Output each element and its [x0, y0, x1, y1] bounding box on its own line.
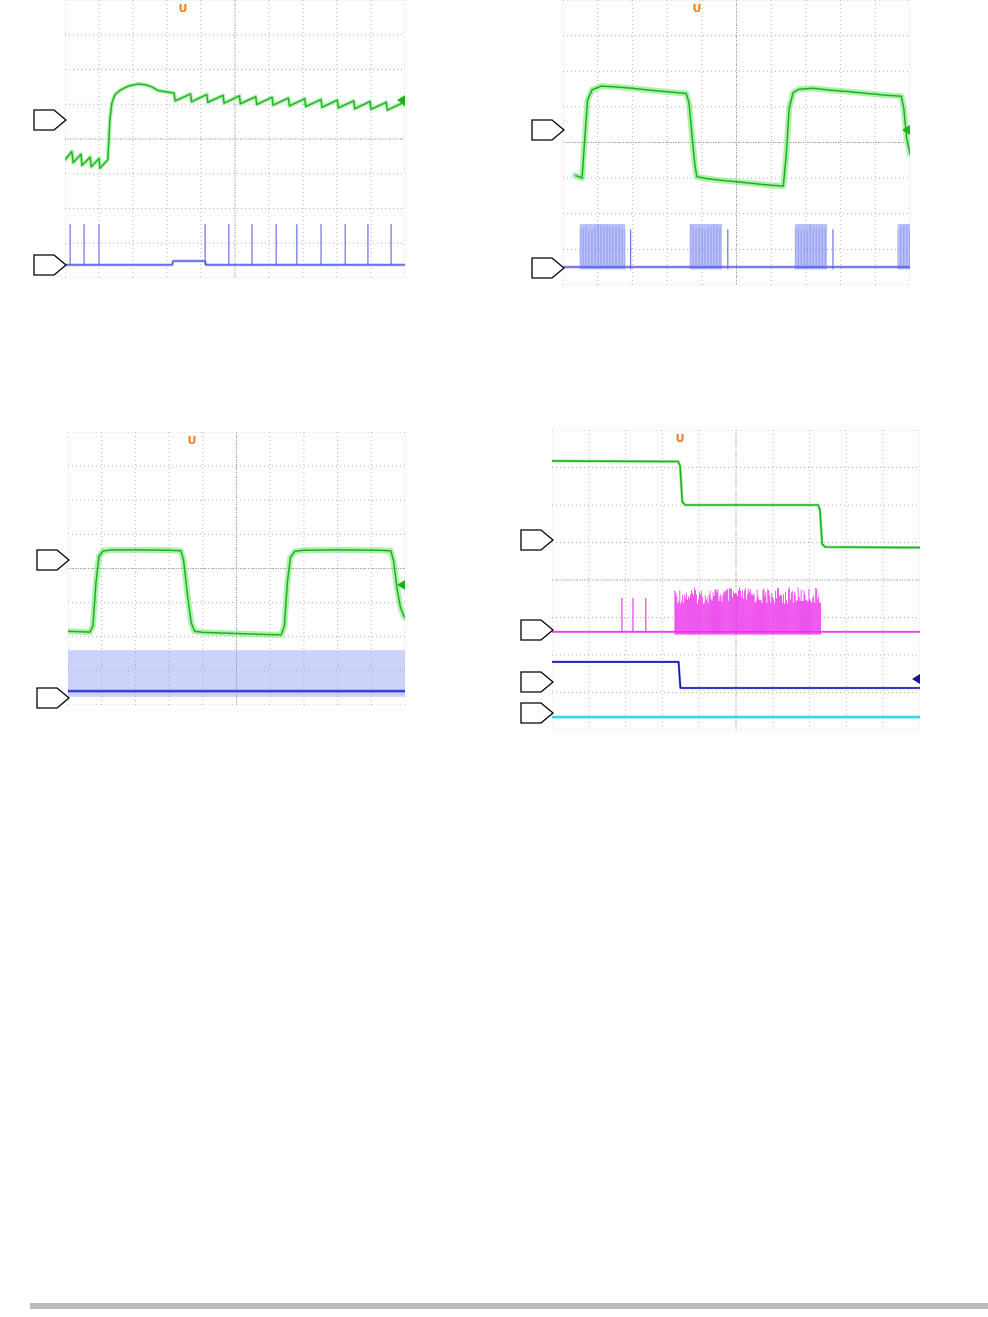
callout-arrow-icon — [520, 702, 554, 724]
trace-ch3-magenta-stray-spikes — [621, 598, 647, 632]
trigger-position-icon: U — [179, 2, 188, 15]
figure-callout-arrow — [33, 254, 67, 276]
trigger-position-icon: U — [676, 432, 685, 445]
trace-ch1-green-steps — [552, 459, 920, 550]
figure-callout-arrow — [36, 549, 70, 571]
graticule — [563, 0, 910, 285]
scope-1-plot: U — [65, 0, 405, 278]
trace-ch2-darkblue-step — [552, 660, 920, 690]
trace-ch1-green — [572, 83, 910, 190]
trace-ch2-blue-noise-band — [68, 650, 405, 697]
trace-ch2-blue-pulses — [69, 224, 392, 265]
figure-callout-arrow — [520, 529, 554, 551]
trace-ch2-blue-stray-pulses — [630, 229, 834, 270]
scope-2-plot: U — [563, 0, 910, 285]
trace-level-marker-icon — [397, 95, 405, 106]
trigger-position-icon: U — [188, 434, 197, 447]
trace-ch3-magenta-burst — [674, 587, 822, 635]
figure-callout-arrow — [520, 702, 554, 724]
scope-3-plot: U — [68, 432, 405, 705]
figure-callout-arrow — [531, 257, 565, 279]
scope-1: U — [25, 0, 405, 278]
callout-arrow-icon — [36, 549, 70, 571]
scope-3: U — [28, 432, 405, 709]
callout-arrow-icon — [33, 254, 67, 276]
trace-level-marker-icon — [912, 674, 920, 684]
callout-arrow-icon — [531, 257, 565, 279]
callout-arrow-icon — [36, 687, 70, 709]
graticule — [65, 0, 405, 278]
figure-callout-arrow — [520, 671, 554, 693]
scope-4: U — [512, 430, 920, 730]
trigger-position-icon: U — [692, 2, 701, 15]
graticule — [552, 430, 920, 730]
callout-arrow-icon — [33, 109, 67, 131]
figure-callout-arrow — [531, 119, 565, 141]
figure-callout-arrow — [520, 619, 554, 641]
trace-level-marker-icon — [397, 579, 405, 590]
callout-arrow-icon — [531, 119, 565, 141]
trace-ch2-blue-baseline — [65, 259, 405, 267]
callout-arrow-icon — [520, 671, 554, 693]
trace-ch1-green — [68, 546, 405, 638]
trace-ch1-green — [65, 82, 405, 171]
graticule — [68, 432, 405, 705]
scope-2: U — [523, 0, 910, 285]
trace-level-marker-icon — [902, 124, 910, 135]
scope-4-plot: U — [552, 430, 920, 730]
trace-ch2-blue-bursts — [579, 224, 910, 270]
figure-callout-arrow — [33, 109, 67, 131]
callout-arrow-icon — [520, 619, 554, 641]
callout-arrow-icon — [520, 529, 554, 551]
figure-callout-arrow — [36, 687, 70, 709]
footer-rule — [30, 1303, 988, 1309]
